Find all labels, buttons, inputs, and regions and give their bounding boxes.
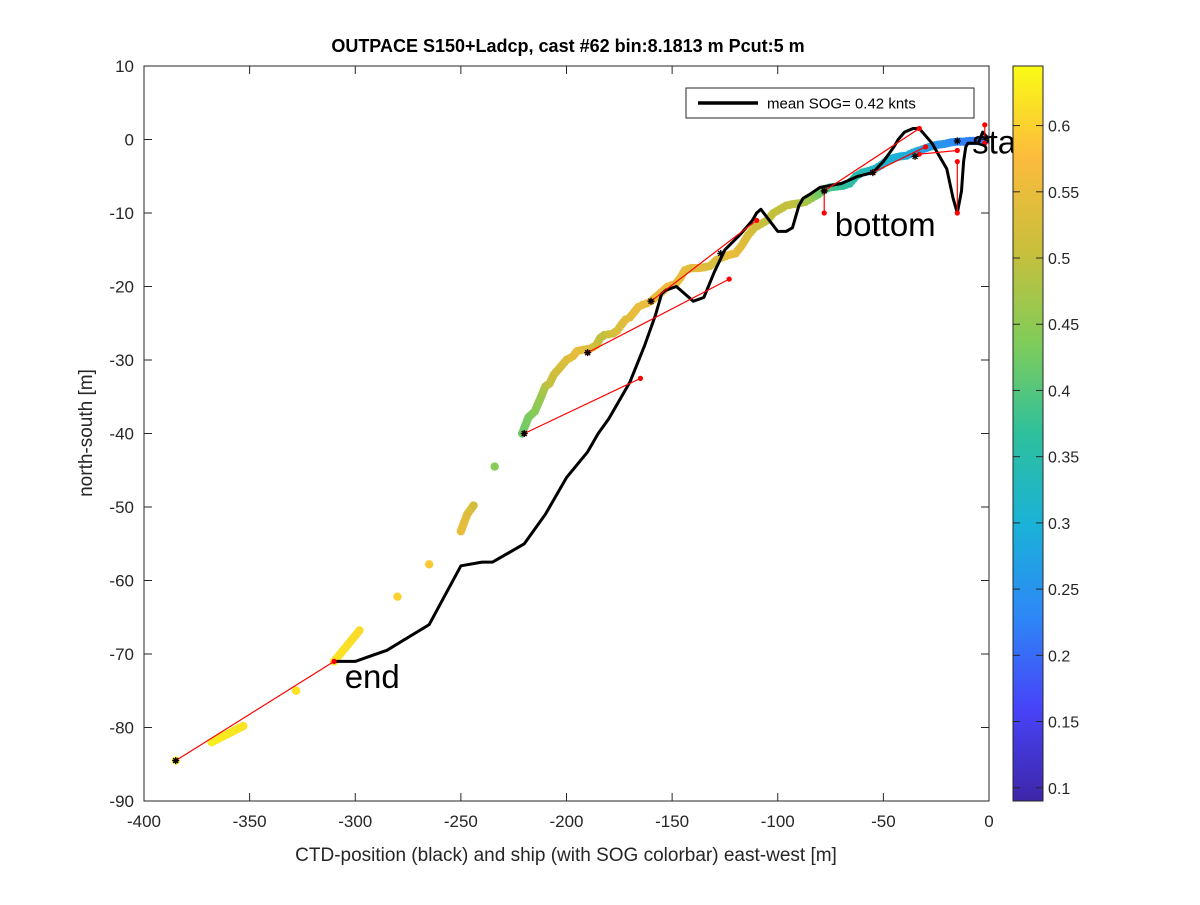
y-tick-label: 0 (125, 131, 134, 150)
connector-end (982, 140, 988, 146)
endpoint-markers (172, 136, 989, 765)
connector-line (523, 377, 641, 435)
colorbar-gradient (1013, 66, 1043, 801)
colorbar-tick-label: 0.1 (1048, 781, 1070, 798)
connector-line (919, 149, 958, 155)
connector-end (982, 122, 988, 128)
y-tick-label: -90 (109, 792, 134, 811)
ship-point (424, 560, 434, 569)
ship-point (291, 686, 301, 695)
colorbar-tick-label: 0.5 (1048, 251, 1070, 268)
colorbar-frame (1012, 65, 1044, 802)
x-tick-label: -400 (127, 812, 161, 831)
x-tick-label: -250 (444, 812, 478, 831)
x-tick-label: 0 (984, 812, 993, 831)
colorbar-tick-label: 0.45 (1048, 317, 1079, 334)
position-marker (820, 187, 828, 195)
position-marker (953, 137, 961, 145)
x-tick-label: -50 (871, 812, 896, 831)
position-marker (717, 249, 725, 257)
connector-end (637, 375, 644, 381)
ship-track (171, 135, 989, 765)
ship-point (355, 626, 364, 635)
connector-end (754, 217, 760, 223)
connector-line (587, 278, 730, 354)
y-tick-label: -50 (109, 498, 134, 517)
connector-line (175, 660, 335, 762)
connector-end (954, 147, 960, 154)
ship-point (490, 462, 499, 471)
x-tick-label: -300 (338, 812, 372, 831)
position-marker (520, 430, 528, 437)
connector-end (821, 210, 827, 216)
y-tick-label: -60 (109, 572, 134, 591)
y-tick-label: -30 (109, 351, 134, 370)
y-tick-label: -70 (109, 645, 134, 664)
colorbar-tick-label: 0.2 (1048, 648, 1070, 665)
x-tick-label: -100 (761, 812, 795, 831)
connector-end (916, 151, 922, 157)
position-marker (647, 297, 655, 305)
ctd-track (334, 127, 989, 663)
connector-end (954, 158, 960, 165)
x-axis: -400 -350 -300 -250 -200 -150 -100 -50 0 (127, 66, 994, 831)
colorbar-tick-label: 0.4 (1048, 383, 1070, 400)
connector-line (823, 127, 920, 192)
chart-title: OUTPACE S150+Ladcp, cast #62 bin:8.1813 … (331, 36, 804, 56)
annotation-end: end (345, 658, 400, 695)
connector-end (954, 210, 960, 216)
connector-end (331, 658, 337, 664)
y-axis: 10 0 -10 -20 -30 -40 -50 -60 -70 -80 -90 (109, 57, 989, 811)
ship-point (239, 721, 248, 731)
colorbar-tick-label: 0.15 (1048, 715, 1079, 732)
colorbar-tick-label: 0.55 (1048, 185, 1079, 202)
x-axis-label: CTD-position (black) and ship (with SOG … (295, 845, 837, 866)
colorbar: 0.1 0.15 0.2 0.25 0.3 0.35 0.4 0.45 0.5 0.55 0.6 (1012, 65, 1079, 802)
y-tick-label: -10 (109, 204, 134, 223)
ship-point (469, 501, 478, 510)
x-tick-label: -200 (549, 812, 583, 831)
annotation-bottom: bottom (835, 206, 936, 243)
y-tick-label: -80 (109, 719, 134, 738)
colorbar-tick-label: 0.6 (1048, 119, 1070, 136)
connector-line (650, 219, 757, 302)
colorbar-tick-label: 0.3 (1048, 516, 1070, 533)
plot-frame (143, 65, 990, 802)
x-tick-label: -350 (233, 812, 267, 831)
connector-end (923, 144, 929, 150)
ctd-track-line (334, 127, 989, 663)
y-axis-label: north-south [m] (76, 369, 97, 497)
ship-point (393, 592, 402, 601)
y-tick-label: 10 (115, 57, 134, 76)
y-tick-label: -20 (109, 278, 134, 297)
colorbar-ticks: 0.1 0.15 0.2 0.25 0.3 0.35 0.4 0.45 0.5 0.55 0.6 (1013, 119, 1079, 798)
colorbar-tick-label: 0.35 (1048, 450, 1079, 467)
connector-end (726, 276, 732, 282)
position-marker (869, 169, 877, 177)
connector-end (916, 125, 922, 132)
legend: mean SOG= 0.42 knts (685, 87, 975, 119)
colorbar-tick-label: 0.25 (1048, 582, 1079, 599)
position-marker (584, 349, 592, 357)
y-tick-label: -40 (109, 425, 134, 444)
legend-label: mean SOG= 0.42 knts (767, 96, 916, 113)
connector-line (872, 146, 926, 174)
position-marker (911, 152, 919, 160)
x-tick-label: -150 (655, 812, 689, 831)
position-marker (172, 757, 180, 765)
